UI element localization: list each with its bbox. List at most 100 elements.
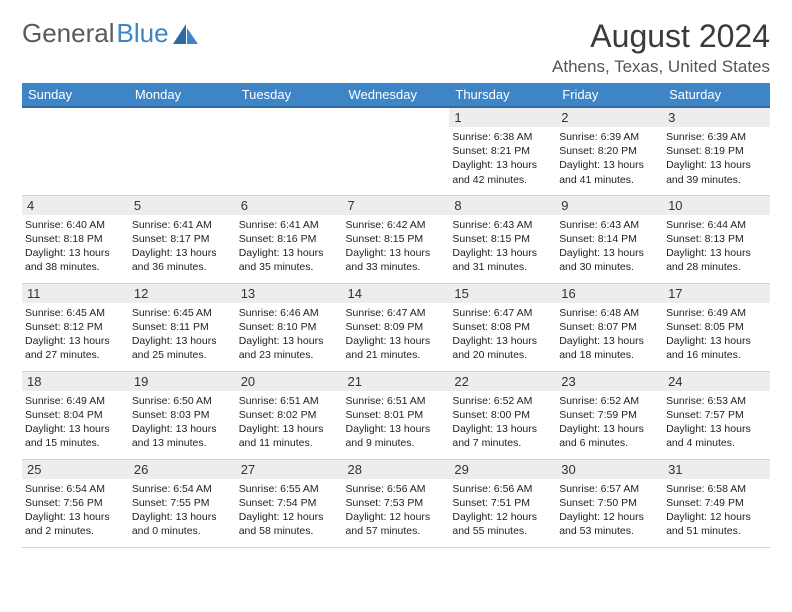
daylight-text-2: and 30 minutes. — [559, 260, 658, 274]
calendar-day-cell: 2Sunrise: 6:39 AMSunset: 8:20 PMDaylight… — [556, 107, 663, 195]
calendar-day-cell: 6Sunrise: 6:41 AMSunset: 8:16 PMDaylight… — [236, 195, 343, 283]
daylight-text-2: and 18 minutes. — [559, 348, 658, 362]
day-data: Sunrise: 6:40 AMSunset: 8:18 PMDaylight:… — [22, 215, 129, 278]
sunset-text: Sunset: 8:20 PM — [559, 144, 658, 158]
daylight-text-2: and 55 minutes. — [452, 524, 551, 538]
day-number: 13 — [236, 284, 343, 303]
day-number: 21 — [343, 372, 450, 391]
daylight-text-2: and 39 minutes. — [666, 173, 765, 187]
daylight-text-2: and 53 minutes. — [559, 524, 658, 538]
sunrise-text: Sunrise: 6:55 AM — [239, 482, 338, 496]
daylight-text-1: Daylight: 12 hours — [452, 510, 551, 524]
calendar-day-cell: 29Sunrise: 6:56 AMSunset: 7:51 PMDayligh… — [449, 459, 556, 547]
weekday-header: Saturday — [663, 83, 770, 107]
calendar-day-cell: 18Sunrise: 6:49 AMSunset: 8:04 PMDayligh… — [22, 371, 129, 459]
sunset-text: Sunset: 8:05 PM — [666, 320, 765, 334]
daylight-text-2: and 27 minutes. — [25, 348, 124, 362]
daylight-text-2: and 58 minutes. — [239, 524, 338, 538]
sunrise-text: Sunrise: 6:43 AM — [452, 218, 551, 232]
sunset-text: Sunset: 8:07 PM — [559, 320, 658, 334]
day-data: Sunrise: 6:55 AMSunset: 7:54 PMDaylight:… — [236, 479, 343, 542]
calendar-day-cell: 7Sunrise: 6:42 AMSunset: 8:15 PMDaylight… — [343, 195, 450, 283]
sunrise-text: Sunrise: 6:40 AM — [25, 218, 124, 232]
calendar-day-cell: 8Sunrise: 6:43 AMSunset: 8:15 PMDaylight… — [449, 195, 556, 283]
daylight-text-1: Daylight: 13 hours — [239, 246, 338, 260]
sunset-text: Sunset: 8:11 PM — [132, 320, 231, 334]
day-data: Sunrise: 6:39 AMSunset: 8:20 PMDaylight:… — [556, 127, 663, 190]
calendar-day-cell: 21Sunrise: 6:51 AMSunset: 8:01 PMDayligh… — [343, 371, 450, 459]
day-number: 11 — [22, 284, 129, 303]
calendar-week-row: 4Sunrise: 6:40 AMSunset: 8:18 PMDaylight… — [22, 195, 770, 283]
sunset-text: Sunset: 7:56 PM — [25, 496, 124, 510]
sunrise-text: Sunrise: 6:54 AM — [132, 482, 231, 496]
day-data: Sunrise: 6:52 AMSunset: 8:00 PMDaylight:… — [449, 391, 556, 454]
sunset-text: Sunset: 7:49 PM — [666, 496, 765, 510]
weekday-header: Tuesday — [236, 83, 343, 107]
daylight-text-1: Daylight: 13 hours — [25, 422, 124, 436]
calendar-day-cell: 23Sunrise: 6:52 AMSunset: 7:59 PMDayligh… — [556, 371, 663, 459]
calendar-day-cell: 11Sunrise: 6:45 AMSunset: 8:12 PMDayligh… — [22, 283, 129, 371]
calendar-day-cell: 31Sunrise: 6:58 AMSunset: 7:49 PMDayligh… — [663, 459, 770, 547]
sunset-text: Sunset: 7:50 PM — [559, 496, 658, 510]
day-data: Sunrise: 6:46 AMSunset: 8:10 PMDaylight:… — [236, 303, 343, 366]
sunrise-text: Sunrise: 6:47 AM — [452, 306, 551, 320]
sunset-text: Sunset: 8:21 PM — [452, 144, 551, 158]
day-data: Sunrise: 6:38 AMSunset: 8:21 PMDaylight:… — [449, 127, 556, 190]
sunrise-text: Sunrise: 6:43 AM — [559, 218, 658, 232]
daylight-text-1: Daylight: 13 hours — [132, 422, 231, 436]
day-number: 5 — [129, 196, 236, 215]
day-number: 15 — [449, 284, 556, 303]
day-number: 6 — [236, 196, 343, 215]
daylight-text-2: and 13 minutes. — [132, 436, 231, 450]
sunrise-text: Sunrise: 6:52 AM — [559, 394, 658, 408]
sunset-text: Sunset: 8:10 PM — [239, 320, 338, 334]
logo-text-1: General — [22, 18, 115, 49]
daylight-text-1: Daylight: 13 hours — [452, 334, 551, 348]
daylight-text-2: and 33 minutes. — [346, 260, 445, 274]
sunset-text: Sunset: 8:12 PM — [25, 320, 124, 334]
sunset-text: Sunset: 8:15 PM — [452, 232, 551, 246]
daylight-text-1: Daylight: 12 hours — [346, 510, 445, 524]
day-number: 31 — [663, 460, 770, 479]
sunset-text: Sunset: 8:14 PM — [559, 232, 658, 246]
calendar-day-cell: 9Sunrise: 6:43 AMSunset: 8:14 PMDaylight… — [556, 195, 663, 283]
day-data: Sunrise: 6:54 AMSunset: 7:55 PMDaylight:… — [129, 479, 236, 542]
day-data: Sunrise: 6:57 AMSunset: 7:50 PMDaylight:… — [556, 479, 663, 542]
daylight-text-2: and 11 minutes. — [239, 436, 338, 450]
sunrise-text: Sunrise: 6:45 AM — [132, 306, 231, 320]
day-data: Sunrise: 6:48 AMSunset: 8:07 PMDaylight:… — [556, 303, 663, 366]
weekday-header: Wednesday — [343, 83, 450, 107]
header: GeneralBlue August 2024 Athens, Texas, U… — [22, 18, 770, 77]
daylight-text-2: and 21 minutes. — [346, 348, 445, 362]
day-data: Sunrise: 6:51 AMSunset: 8:02 PMDaylight:… — [236, 391, 343, 454]
daylight-text-1: Daylight: 12 hours — [559, 510, 658, 524]
day-number: 29 — [449, 460, 556, 479]
day-data: Sunrise: 6:52 AMSunset: 7:59 PMDaylight:… — [556, 391, 663, 454]
day-number: 14 — [343, 284, 450, 303]
logo-sail-icon — [173, 24, 199, 44]
day-data: Sunrise: 6:45 AMSunset: 8:11 PMDaylight:… — [129, 303, 236, 366]
sunrise-text: Sunrise: 6:56 AM — [346, 482, 445, 496]
calendar-day-cell: 10Sunrise: 6:44 AMSunset: 8:13 PMDayligh… — [663, 195, 770, 283]
day-number: 25 — [22, 460, 129, 479]
daylight-text-2: and 31 minutes. — [452, 260, 551, 274]
daylight-text-1: Daylight: 13 hours — [132, 510, 231, 524]
day-number: 30 — [556, 460, 663, 479]
day-data: Sunrise: 6:49 AMSunset: 8:04 PMDaylight:… — [22, 391, 129, 454]
sunrise-text: Sunrise: 6:41 AM — [132, 218, 231, 232]
daylight-text-1: Daylight: 13 hours — [239, 334, 338, 348]
day-data: Sunrise: 6:41 AMSunset: 8:16 PMDaylight:… — [236, 215, 343, 278]
day-number: 1 — [449, 108, 556, 127]
daylight-text-1: Daylight: 13 hours — [452, 246, 551, 260]
day-number: 27 — [236, 460, 343, 479]
calendar-day-cell: 19Sunrise: 6:50 AMSunset: 8:03 PMDayligh… — [129, 371, 236, 459]
day-data: Sunrise: 6:47 AMSunset: 8:08 PMDaylight:… — [449, 303, 556, 366]
sunrise-text: Sunrise: 6:56 AM — [452, 482, 551, 496]
day-number: 22 — [449, 372, 556, 391]
daylight-text-1: Daylight: 13 hours — [25, 246, 124, 260]
sunset-text: Sunset: 8:13 PM — [666, 232, 765, 246]
day-data: Sunrise: 6:56 AMSunset: 7:51 PMDaylight:… — [449, 479, 556, 542]
day-number: 3 — [663, 108, 770, 127]
sunrise-text: Sunrise: 6:49 AM — [25, 394, 124, 408]
day-number: 20 — [236, 372, 343, 391]
